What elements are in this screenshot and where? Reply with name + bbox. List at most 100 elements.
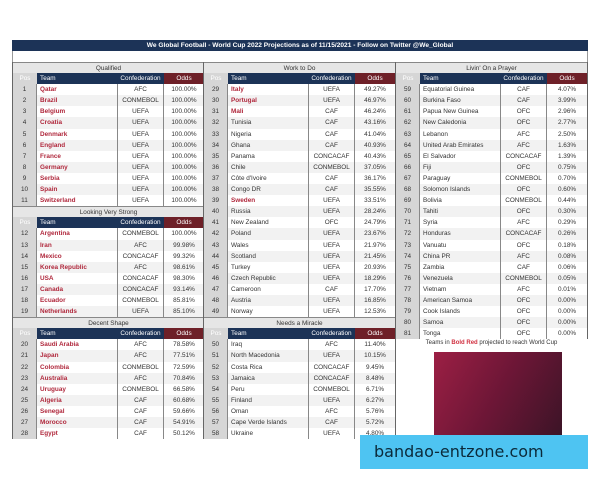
confederation-cell: CAF bbox=[308, 128, 355, 140]
confederation-cell: CONMEBOL bbox=[117, 383, 164, 395]
column-right: Livin' On a Prayer Pos Team Confederation Od… bbox=[395, 62, 588, 340]
pos-cell: 43 bbox=[204, 239, 228, 251]
confederation-cell: CAF bbox=[500, 84, 547, 96]
odds-cell: 0.06% bbox=[557, 263, 577, 271]
table-row: 43 Wales UEFA 21.97% bbox=[204, 239, 395, 251]
table-row: 33 Nigeria CAF 41.04% bbox=[204, 128, 395, 140]
table-row: 64 United Arab Emirates AFC 1.63% bbox=[396, 139, 587, 151]
column-header-row: Pos Team Confederation Odds bbox=[204, 328, 395, 340]
table-row: 19 Netherlands UEFA 85.10% bbox=[13, 306, 204, 318]
pos-cell: 51 bbox=[204, 350, 228, 362]
odds-cell: 50.12% bbox=[173, 430, 195, 438]
pos-cell: 67 bbox=[396, 172, 420, 185]
pos-cell: 63 bbox=[396, 128, 420, 140]
section-rows: 59 Equatorial Guinea CAF 4.07% 60 Burkina Fas… bbox=[396, 84, 587, 340]
table-row: 71 Syria AFC 0.29% bbox=[396, 217, 587, 229]
odds-cell: 6.71% bbox=[365, 385, 385, 393]
team-cell: Uruguay bbox=[40, 385, 66, 393]
odds-cell: 0.00% bbox=[557, 330, 577, 338]
table-row: 7 France UEFA 100.00% bbox=[13, 150, 204, 162]
team-cell: Tahiti bbox=[423, 208, 438, 216]
pos-cell: 57 bbox=[204, 417, 228, 429]
odds-cell: 85.10% bbox=[173, 308, 195, 316]
odds-cell: 100.00% bbox=[171, 174, 197, 182]
column-middle: Work to Do Pos Team Confederation Odds 29 Ital… bbox=[203, 62, 396, 440]
section-rows: 1 Qatar AFC 100.00% 2 Brazil CONMEBOL 100.00% 3 B… bbox=[13, 84, 204, 207]
pos-cell: 58 bbox=[204, 428, 228, 440]
odds-cell: 100.00% bbox=[171, 86, 197, 94]
odds-cell: 100.00% bbox=[171, 141, 197, 149]
confederation-cell: UEFA bbox=[308, 239, 355, 251]
pos-cell: 11 bbox=[13, 195, 37, 207]
table-row: 73 Vanuatu OFC 0.18% bbox=[396, 239, 587, 251]
section-rows: 20 Saudi Arabia AFC 78.58% 21 Japan AFC 77.51% 2… bbox=[13, 339, 204, 440]
confederation-cell: AFC bbox=[117, 84, 164, 96]
table-row: 21 Japan AFC 77.51% bbox=[13, 350, 204, 362]
confederation-cell: CAF bbox=[308, 172, 355, 185]
confederation-cell: AFC bbox=[500, 139, 547, 151]
table-row: 35 Panama CONCACAF 40.43% bbox=[204, 150, 395, 162]
pos-cell: 35 bbox=[204, 150, 228, 162]
table-row: 74 China PR AFC 0.08% bbox=[396, 250, 587, 262]
table-row: 28 Egypt CAF 50.12% bbox=[13, 428, 204, 440]
table-row: 58 Ukraine UEFA 4.80% bbox=[204, 428, 395, 440]
table-row: 30 Portugal UEFA 46.97% bbox=[204, 95, 395, 107]
pos-cell: 18 bbox=[13, 294, 37, 307]
table-row: 9 Serbia UEFA 100.00% bbox=[13, 172, 204, 185]
odds-cell: 12.53% bbox=[364, 308, 386, 316]
team-cell: Iraq bbox=[231, 341, 243, 349]
odds-cell: 0.30% bbox=[557, 208, 577, 216]
team-cell: Australia bbox=[40, 374, 68, 382]
header-team: Team bbox=[231, 75, 247, 83]
confederation-cell: UEFA bbox=[117, 172, 164, 185]
table-row: 55 Finland UEFA 6.27% bbox=[204, 394, 395, 406]
column-header-row: Pos Team Confederation Odds bbox=[13, 328, 204, 340]
odds-cell: 5.72% bbox=[365, 419, 385, 426]
header-confederation: Confederation bbox=[120, 330, 161, 338]
team-cell: Saudi Arabia bbox=[40, 341, 79, 349]
pos-cell: 76 bbox=[396, 272, 420, 284]
confederation-cell: OFC bbox=[500, 239, 547, 251]
watermark: bandao-entzone.com bbox=[360, 435, 588, 469]
table-row: 52 Costa Rica CONCACAF 9.45% bbox=[204, 361, 395, 373]
team-cell: Zambia bbox=[423, 263, 445, 271]
confederation-cell: CONCACAF bbox=[117, 250, 164, 262]
pos-cell: 41 bbox=[204, 217, 228, 229]
confederation-cell: CAF bbox=[308, 184, 355, 196]
confederation-cell: UEFA bbox=[117, 306, 164, 318]
table-row: 10 Spain UEFA 100.00% bbox=[13, 184, 204, 196]
odds-cell: 98.30% bbox=[173, 274, 195, 282]
confederation-cell: OFC bbox=[500, 106, 547, 118]
pos-cell: 36 bbox=[204, 161, 228, 173]
table-row: 40 Russia UEFA 28.24% bbox=[204, 206, 395, 218]
confederation-cell: CAF bbox=[308, 417, 355, 429]
pos-cell: 32 bbox=[204, 117, 228, 129]
pos-cell: 17 bbox=[13, 283, 37, 295]
confederation-cell: CONCACAF bbox=[308, 372, 355, 384]
pos-cell: 59 bbox=[396, 84, 420, 96]
odds-cell: 0.29% bbox=[557, 219, 577, 227]
team-cell: England bbox=[40, 141, 66, 149]
odds-cell: 100.00% bbox=[171, 152, 197, 160]
odds-cell: 0.00% bbox=[557, 319, 577, 327]
odds-cell: 5.76% bbox=[365, 407, 385, 415]
table-row: 26 Senegal CAF 59.66% bbox=[13, 405, 204, 417]
header-odds: Odds bbox=[547, 73, 587, 85]
table-row: 69 Bolivia CONMEBOL 0.44% bbox=[396, 195, 587, 207]
odds-cell: 0.01% bbox=[557, 285, 577, 293]
table-row: 5 Denmark UEFA 100.00% bbox=[13, 128, 204, 140]
confederation-cell: UEFA bbox=[308, 294, 355, 307]
odds-cell: 4.07% bbox=[557, 86, 577, 94]
team-cell: Belgium bbox=[40, 108, 66, 116]
team-cell: China PR bbox=[423, 252, 451, 260]
confederation-cell: CONCACAF bbox=[500, 228, 547, 240]
table-row: 61 Papua New Guinea OFC 2.96% bbox=[396, 106, 587, 118]
odds-cell: 18.29% bbox=[364, 274, 386, 282]
odds-cell: 100.00% bbox=[171, 186, 197, 194]
section-rows: 29 Italy UEFA 49.27% 30 Portugal UEFA 46.97% 31 M… bbox=[204, 84, 395, 318]
confederation-cell: OFC bbox=[500, 206, 547, 218]
pos-cell: 54 bbox=[204, 383, 228, 395]
team-cell: Honduras bbox=[423, 230, 451, 238]
team-cell: United Arab Emirates bbox=[423, 141, 484, 149]
odds-cell: 49.27% bbox=[364, 86, 386, 94]
